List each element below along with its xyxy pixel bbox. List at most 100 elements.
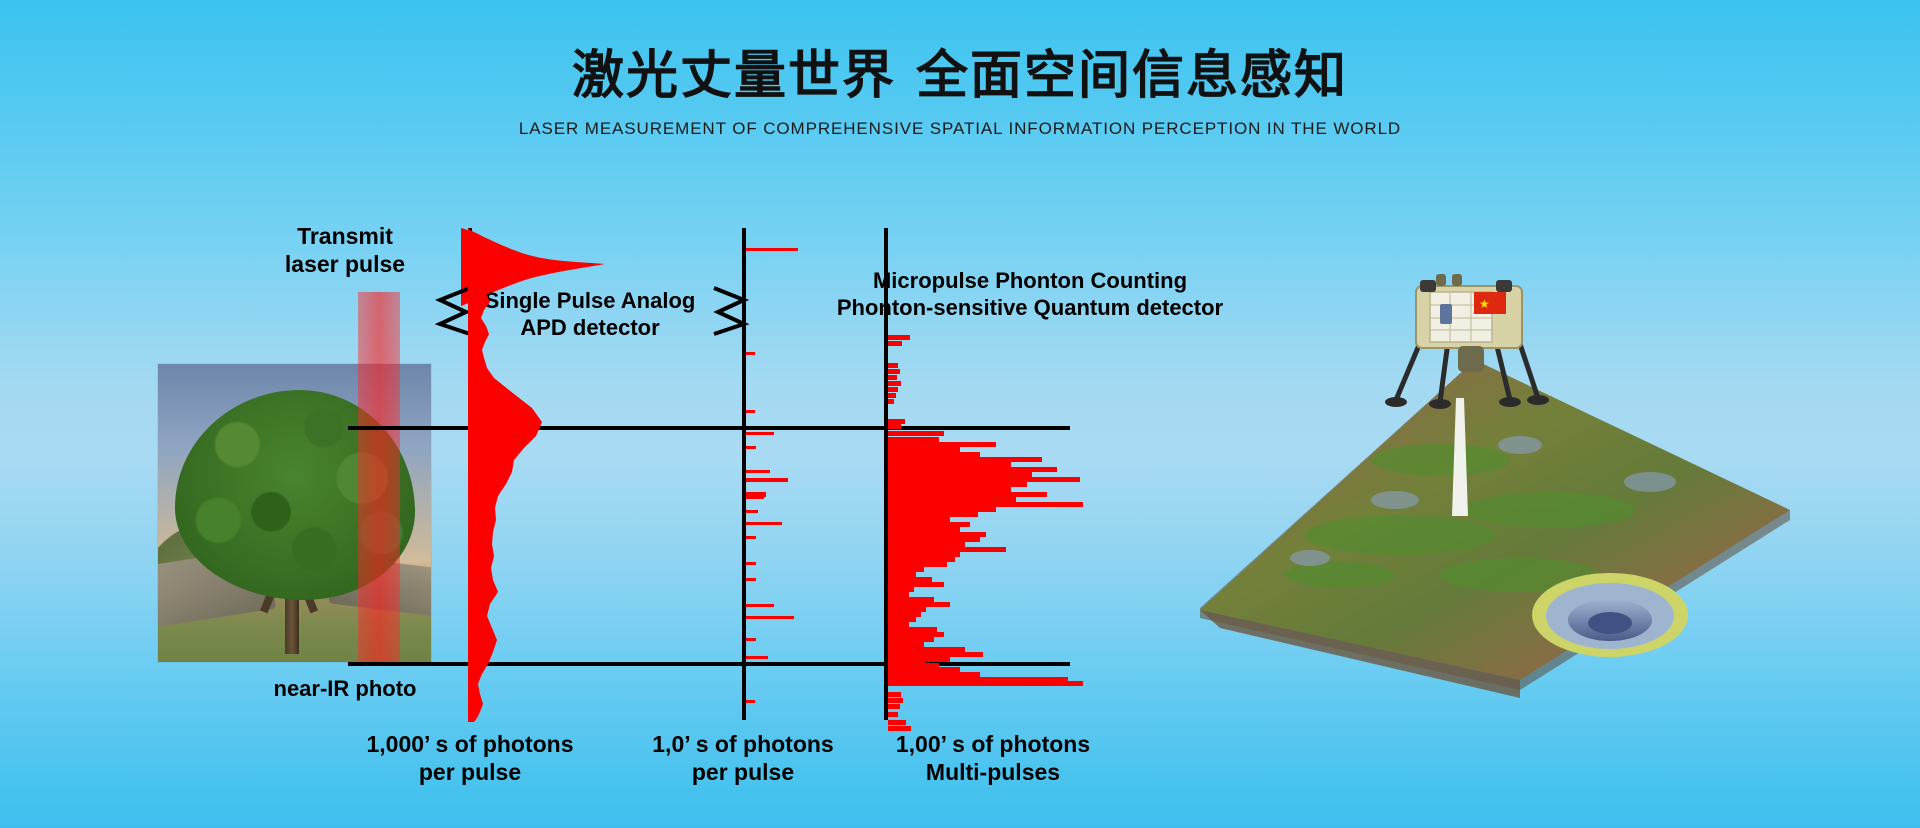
photon-bar <box>888 672 980 677</box>
label-detector-b-line1: Micropulse Phonton Counting <box>872 268 1188 293</box>
photon-bar <box>888 642 924 647</box>
photon-bar <box>888 627 937 632</box>
photon-bar <box>746 656 768 659</box>
photon-bar <box>746 496 764 499</box>
photon-bar <box>888 431 944 436</box>
lander-antenna-right <box>1496 280 1512 292</box>
page-subtitle: LASER MEASUREMENT OF COMPREHENSIVE SPATI… <box>518 119 1402 139</box>
photon-bar <box>888 607 926 612</box>
photon-bar <box>888 517 950 522</box>
photon-bar <box>888 537 980 542</box>
reference-line-canopy-top <box>348 426 1070 430</box>
photon-bar <box>888 542 965 547</box>
lander-mast <box>1436 274 1446 286</box>
label-single-pulse-analog-apd: Single Pulse Analog APD detector <box>420 288 760 342</box>
photon-bar <box>888 726 911 731</box>
axis-vertical-singlephoton <box>742 228 746 720</box>
caption-analog-line2: per pulse <box>418 759 522 786</box>
photon-bar <box>888 502 1083 507</box>
photon-bar <box>888 512 978 517</box>
lander-engine <box>1458 346 1484 372</box>
laser-beam-overlay <box>358 292 400 662</box>
photon-bar <box>888 667 960 672</box>
caption-multipulse-line1: 1,00’ s of photons <box>895 731 1091 757</box>
label-detector-a-line1: Single Pulse Analog <box>484 288 696 313</box>
photon-bar <box>888 341 902 346</box>
photon-bar <box>746 578 756 581</box>
lander-instrument <box>1440 304 1452 324</box>
photon-bar <box>888 477 1080 482</box>
axis-vertical-multipulse <box>884 228 888 720</box>
photon-bar <box>888 597 934 602</box>
photon-bar <box>888 582 944 587</box>
terrain-crater <box>1624 472 1676 492</box>
photon-bar <box>888 657 950 662</box>
photon-bar <box>746 470 770 473</box>
waveform-single-photon <box>746 228 866 722</box>
label-near-ir-photo: near-IR photo <box>273 676 417 701</box>
caption-singlephoton-column: 1,0’ s of photons per pulse <box>628 730 858 786</box>
label-transmit-line2: laser pulse <box>284 251 406 278</box>
photon-bar <box>746 492 766 497</box>
photon-bar <box>888 637 934 642</box>
photon-bar <box>746 510 758 513</box>
photon-bar <box>888 437 939 442</box>
flag-stars-icon: ★ <box>1479 297 1490 311</box>
photon-bar <box>746 446 756 449</box>
photon-bar <box>888 547 1006 552</box>
photon-bar <box>888 712 898 717</box>
photon-bar <box>888 622 909 627</box>
photon-bar <box>888 492 1047 497</box>
caption-analog-line1: 1,000’ s of photons <box>366 731 574 757</box>
photon-bar <box>888 663 939 668</box>
axis-break-left-icon <box>434 286 471 336</box>
photon-bar <box>888 647 965 652</box>
photon-bar <box>746 478 788 482</box>
terrain-large-crater <box>1532 573 1688 657</box>
caption-multipulse-line2: Multi-pulses <box>925 759 1061 786</box>
photon-bar <box>888 572 916 577</box>
photon-bar <box>746 700 755 703</box>
photon-bar <box>888 704 900 709</box>
photon-bar <box>888 369 900 374</box>
terrain-crater <box>1290 550 1330 566</box>
photon-bar <box>888 692 901 697</box>
lunar-lander: ★ <box>1385 274 1549 409</box>
photon-bar <box>888 381 901 386</box>
photon-bar <box>888 472 1032 477</box>
photon-bar <box>888 487 1011 492</box>
photon-bar <box>746 432 774 435</box>
photon-bar <box>888 522 970 527</box>
label-detector-a-line2: APD detector <box>520 314 660 340</box>
reference-line-ground <box>348 662 1070 666</box>
waveform-analog-apd <box>468 228 542 722</box>
caption-singlephoton-line2: per pulse <box>691 759 795 786</box>
label-transmit-line1: Transmit <box>297 223 393 249</box>
lander-mast <box>1452 274 1462 286</box>
photon-bar <box>888 457 1042 462</box>
photon-bar <box>746 616 794 619</box>
photon-bar <box>888 462 1011 467</box>
photon-bar <box>746 352 755 355</box>
caption-singlephoton-line1: 1,0’ s of photons <box>652 731 834 757</box>
label-micropulse-photon-counting: Micropulse Phonton Counting Phonton-sens… <box>805 268 1255 322</box>
photon-bar <box>746 562 756 565</box>
photon-bar <box>888 677 1068 682</box>
photon-bar <box>888 482 1027 487</box>
photon-bar <box>888 612 921 617</box>
photon-bar <box>888 447 960 452</box>
photon-bar <box>888 375 897 380</box>
photon-bar <box>888 681 1083 686</box>
photon-bar <box>888 507 996 512</box>
photon-bar <box>746 604 774 607</box>
photon-bar <box>888 557 955 562</box>
photon-bar <box>888 452 980 457</box>
photon-bar <box>888 387 898 392</box>
photon-bar <box>888 660 926 665</box>
photon-bar <box>888 399 894 404</box>
photon-bar <box>746 522 782 525</box>
lander-footpads <box>1385 395 1549 409</box>
photon-bar <box>888 467 1057 472</box>
photon-bar <box>888 698 903 703</box>
